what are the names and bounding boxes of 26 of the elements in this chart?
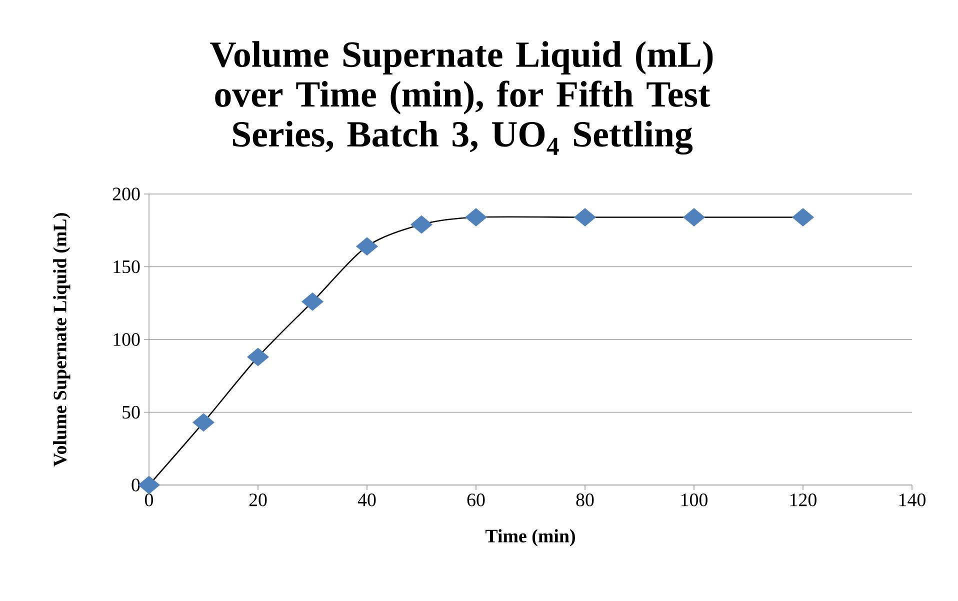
y-tick-label: 150 (114, 260, 140, 274)
point (192, 413, 214, 432)
point (302, 292, 324, 311)
x-tick-label: 120 (790, 494, 816, 506)
point (683, 208, 706, 226)
point (356, 237, 378, 256)
point (247, 348, 269, 366)
x-tick-label: 0 (144, 494, 154, 506)
y-tick-label: 200 (112, 188, 140, 200)
point (410, 215, 433, 234)
x-tick-label: 60 (467, 494, 485, 506)
x-tick-label: 100 (681, 494, 708, 506)
x-tick-label: 80 (576, 494, 594, 506)
x-tick-label: 20 (249, 494, 267, 506)
y-axis-title: Volume Supernate Liquid (mL) (53, 213, 70, 466)
x-tick-label: 140 (899, 494, 926, 506)
chart-title: Volume Supernate Liquid (mL) over Time (min), for Fifth Test Series, Batch 3, UO$_{4}$ Settling (210, 41, 713, 155)
y-tick-label: 100 (114, 333, 140, 346)
y-tick-label: 50 (122, 406, 140, 419)
x-tick-label: 40 (358, 494, 376, 506)
point (792, 208, 814, 226)
x-axis-title: Time (min) (486, 529, 575, 546)
point (465, 208, 488, 226)
point (574, 208, 596, 226)
y-tick-label: 0 (132, 478, 140, 492)
point (138, 476, 160, 494)
